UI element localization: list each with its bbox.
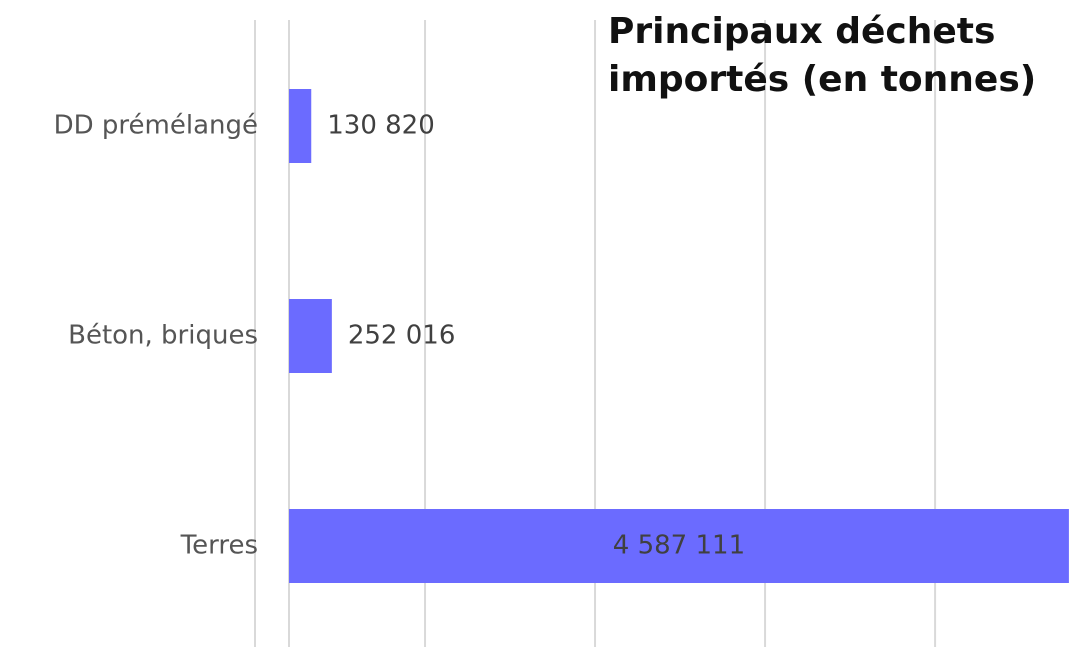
bar xyxy=(289,299,332,373)
chart-title: Principaux déchets importés (en tonnes) xyxy=(608,11,1037,100)
bar xyxy=(289,89,312,163)
value-label: 252 016 xyxy=(348,321,456,351)
category-label: Terres xyxy=(180,531,258,561)
category-label: Béton, briques xyxy=(68,321,258,351)
value-label: 130 820 xyxy=(327,111,435,141)
bar xyxy=(289,509,1069,583)
category-label: DD prémélangé xyxy=(54,111,258,141)
value-label: 4 587 111 xyxy=(613,531,745,561)
